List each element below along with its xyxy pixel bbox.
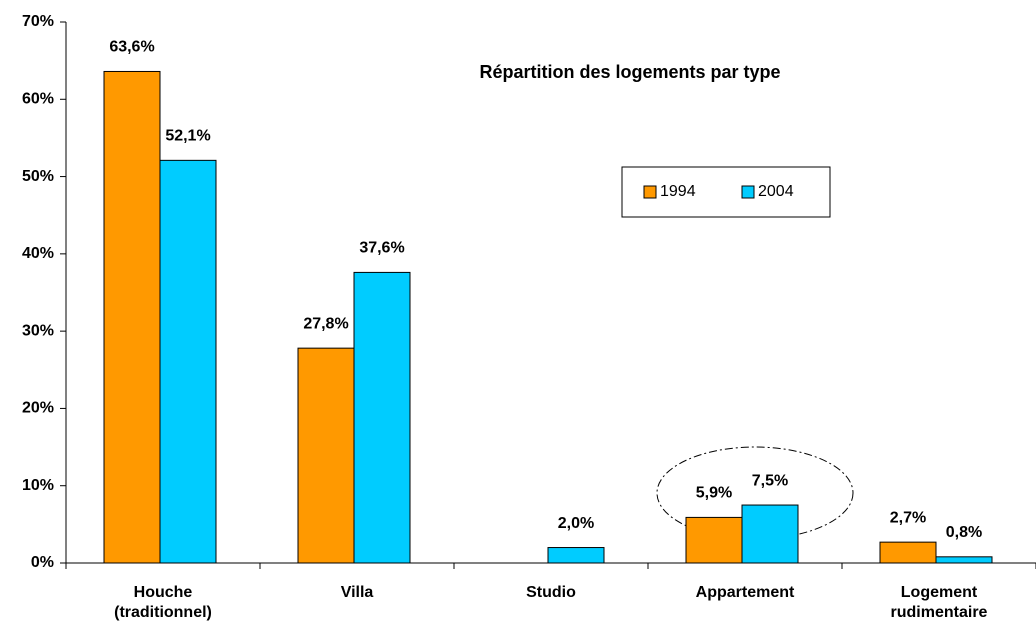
bar <box>159 159 217 564</box>
data-label: 52,1% <box>165 128 210 145</box>
y-tick-label: 50% <box>22 168 54 185</box>
chart-title: Répartition des logements par type <box>479 62 780 82</box>
data-label: 0,8% <box>946 524 982 541</box>
y-tick-label: 20% <box>22 400 54 417</box>
bar <box>935 556 993 564</box>
bar <box>879 541 937 564</box>
legend-label: 1994 <box>660 183 696 200</box>
bar <box>547 547 605 564</box>
legend-swatch <box>741 185 755 199</box>
data-label: 27,8% <box>303 315 348 332</box>
bar <box>297 347 355 564</box>
data-label: 37,6% <box>359 240 404 257</box>
legend-label: 2004 <box>758 183 794 200</box>
y-tick-label: 30% <box>22 322 54 339</box>
x-tick-label: Logement rudimentaire <box>890 584 988 621</box>
y-tick-label: 60% <box>22 91 54 108</box>
y-tick-label: 0% <box>31 554 54 571</box>
x-tick-label: Villa <box>340 584 374 601</box>
x-tick-label: Appartement <box>695 584 795 601</box>
bar <box>685 516 743 564</box>
x-tick-label: Studio <box>526 584 576 601</box>
bar <box>103 70 161 564</box>
data-label: 2,0% <box>558 515 594 532</box>
bar <box>353 271 411 564</box>
bar <box>741 504 799 564</box>
x-tick-label: Houche (traditionnel) <box>114 584 212 621</box>
data-label: 63,6% <box>109 39 154 56</box>
y-tick-label: 10% <box>22 477 54 494</box>
y-tick-label: 70% <box>22 13 54 30</box>
data-label: 7,5% <box>752 472 788 489</box>
y-tick-label: 40% <box>22 245 54 262</box>
data-label: 5,9% <box>696 485 732 502</box>
legend-box <box>621 166 831 218</box>
legend-swatch <box>643 185 657 199</box>
data-label: 2,7% <box>890 509 926 526</box>
